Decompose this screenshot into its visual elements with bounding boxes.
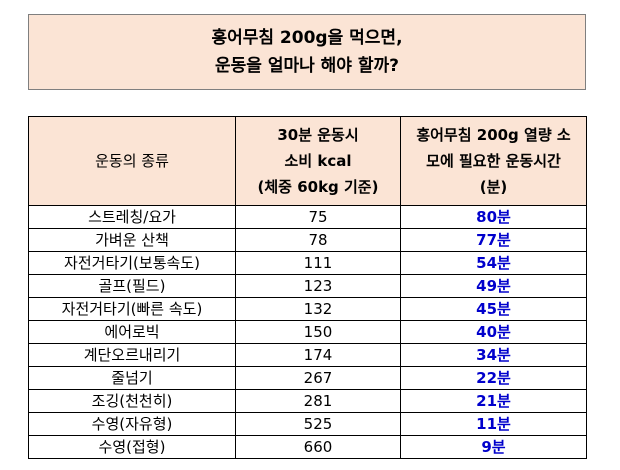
exercise-cell: 골프(필드)	[28, 274, 236, 298]
table-row: 자전거타기(빠른 속도) 132 45분	[28, 297, 587, 321]
header-time-line-2: 모에 필요한 운동시간	[426, 152, 561, 170]
header-exercise-type-text: 운동의 종류	[95, 152, 169, 170]
exercise-cell: 조깅(천천히)	[28, 389, 236, 413]
time-cell: 45분	[400, 297, 587, 321]
time-cell: 21분	[400, 389, 587, 413]
table-row: 수영(접형) 660 9분	[28, 435, 587, 459]
header-exercise-time: 홍어무침 200g 열량 소 모에 필요한 운동시간 (분)	[400, 116, 587, 206]
title-line-1: 홍어무침 200g을 먹으면,	[211, 28, 403, 48]
time-cell: 11분	[400, 412, 587, 436]
table-row: 스트레칭/요가 75 80분	[28, 205, 587, 229]
table-header-row: 운동의 종류 30분 운동시 소비 kcal (체중 60kg 기준) 홍어무침…	[28, 116, 587, 206]
kcal-cell: 123	[235, 274, 401, 298]
exercise-cell: 스트레칭/요가	[28, 205, 236, 229]
header-kcal-line-2: 소비 kcal	[284, 152, 352, 170]
table-row: 골프(필드) 123 49분	[28, 274, 587, 298]
kcal-cell: 132	[235, 297, 401, 321]
kcal-cell: 267	[235, 366, 401, 390]
exercise-cell: 가벼운 산책	[28, 228, 236, 252]
time-cell: 80분	[400, 205, 587, 229]
time-cell: 77분	[400, 228, 587, 252]
table-row: 줄넘기 267 22분	[28, 366, 587, 390]
time-cell: 34분	[400, 343, 587, 367]
header-exercise-type: 운동의 종류	[28, 116, 236, 206]
table-row: 에어로빅 150 40분	[28, 320, 587, 344]
table-row: 수영(자유형) 525 11분	[28, 412, 587, 436]
header-kcal-line-3: (체중 60kg 기준)	[257, 178, 379, 196]
title-box: 홍어무침 200g을 먹으면, 운동을 얼마나 해야 할까?	[28, 14, 586, 90]
header-time-line-1: 홍어무침 200g 열량 소	[416, 126, 571, 144]
table-row: 가벼운 산책 78 77분	[28, 228, 587, 252]
title-line-2: 운동을 얼마나 해야 할까?	[214, 56, 400, 76]
time-cell: 40분	[400, 320, 587, 344]
exercise-cell: 수영(자유형)	[28, 412, 236, 436]
table-row: 조깅(천천히) 281 21분	[28, 389, 587, 413]
exercise-cell: 계단오르내리기	[28, 343, 236, 367]
kcal-cell: 150	[235, 320, 401, 344]
kcal-cell: 78	[235, 228, 401, 252]
exercise-cell: 에어로빅	[28, 320, 236, 344]
kcal-cell: 660	[235, 435, 401, 459]
exercise-cell: 수영(접형)	[28, 435, 236, 459]
time-cell: 49분	[400, 274, 587, 298]
time-cell: 22분	[400, 366, 587, 390]
kcal-cell: 111	[235, 251, 401, 275]
kcal-cell: 174	[235, 343, 401, 367]
table-row: 계단오르내리기 174 34분	[28, 343, 587, 367]
time-cell: 54분	[400, 251, 587, 275]
kcal-cell: 75	[235, 205, 401, 229]
time-cell: 9분	[400, 435, 587, 459]
exercise-table: 운동의 종류 30분 운동시 소비 kcal (체중 60kg 기준) 홍어무침…	[28, 116, 587, 459]
exercise-cell: 자전거타기(보통속도)	[28, 251, 236, 275]
header-time-line-3: (분)	[479, 178, 508, 196]
header-kcal: 30분 운동시 소비 kcal (체중 60kg 기준)	[235, 116, 401, 206]
header-kcal-line-1: 30분 운동시	[277, 126, 359, 144]
exercise-cell: 자전거타기(빠른 속도)	[28, 297, 236, 321]
table-row: 자전거타기(보통속도) 111 54분	[28, 251, 587, 275]
exercise-cell: 줄넘기	[28, 366, 236, 390]
kcal-cell: 525	[235, 412, 401, 436]
kcal-cell: 281	[235, 389, 401, 413]
